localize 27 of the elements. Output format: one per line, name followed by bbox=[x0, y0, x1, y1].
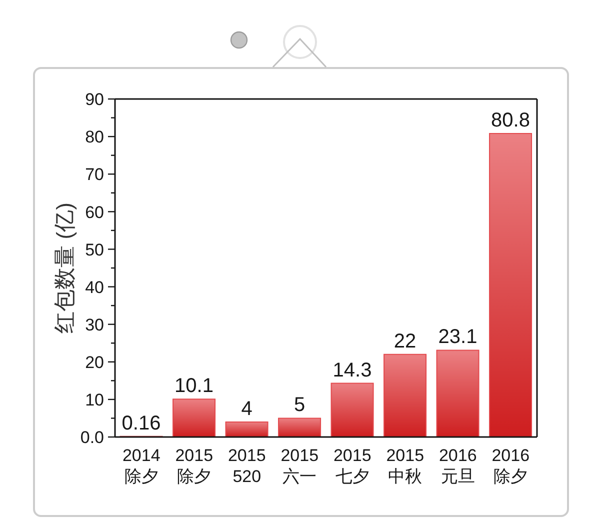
data-label: 0.16 bbox=[122, 412, 161, 434]
x-tick-label: 2015 520 bbox=[228, 446, 266, 486]
x-tick-label: 2014 除夕 bbox=[122, 446, 160, 486]
x-tick-label: 2016 元旦 bbox=[438, 446, 477, 486]
x-tick-label: 2015 除夕 bbox=[175, 446, 214, 486]
data-label: 23.1 bbox=[438, 326, 478, 348]
y-axis-title: 红包数量 (亿) bbox=[52, 202, 77, 334]
data-label: 80.8 bbox=[491, 110, 530, 132]
y-tick-label: 80 bbox=[85, 128, 104, 147]
x-tick-label: 2015 七夕 bbox=[333, 446, 372, 486]
y-tick-label: 60 bbox=[85, 202, 104, 222]
data-label: 22 bbox=[394, 330, 416, 352]
x-tick-label: 2015 中秋 bbox=[386, 446, 424, 486]
y-tick-label: 40 bbox=[85, 278, 104, 297]
data-label: 10.1 bbox=[174, 375, 214, 398]
y-tick-label: 10 bbox=[85, 390, 104, 410]
y-tick-label: 50 bbox=[85, 240, 104, 260]
y-tick-label: 20 bbox=[85, 353, 104, 372]
x-tick-label: 2015 六一 bbox=[280, 446, 319, 486]
data-label: 14.3 bbox=[332, 359, 372, 382]
data-label: 4 bbox=[241, 398, 252, 420]
y-tick-label: 0.0 bbox=[80, 428, 104, 448]
data-label: 5 bbox=[294, 394, 306, 416]
y-tick-label: 70 bbox=[85, 165, 104, 184]
y-tick-label: 30 bbox=[85, 315, 104, 334]
x-tick-label: 2016 除夕 bbox=[492, 446, 530, 486]
y-tick-label: 90 bbox=[85, 90, 104, 110]
